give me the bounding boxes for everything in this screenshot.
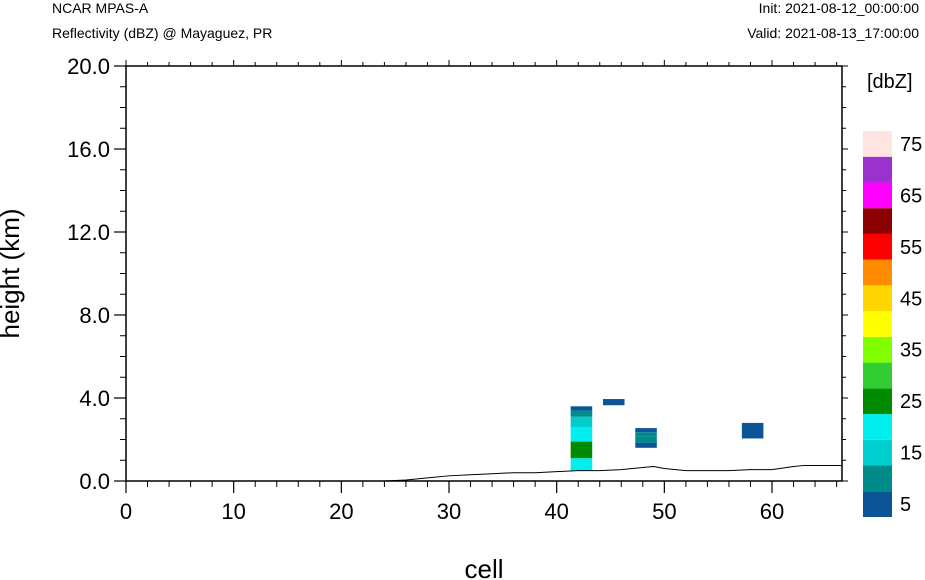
colorbar-swatch (863, 233, 892, 260)
colorbar-label: 75 (900, 134, 922, 156)
reflectivity-cell (570, 441, 593, 459)
reflectivity-cell (570, 458, 593, 471)
field-subtitle: Reflectivity (dBZ) @ Mayaguez, PR (52, 25, 273, 41)
y-tick-label: 0.0 (79, 469, 110, 494)
colorbar-swatch (863, 439, 892, 466)
x-tick-label: 10 (221, 499, 245, 524)
y-axis: 0.0 4.0 8.0 12.0 16.0 20.0 (67, 54, 848, 494)
colorbar-swatch (863, 156, 892, 183)
colorbar-swatch (863, 182, 892, 209)
colorbar-swatch (863, 131, 892, 157)
reflectivity-cells (570, 399, 764, 471)
colorbar-label: 65 (900, 185, 922, 207)
colorbar-swatch (863, 491, 892, 517)
y-tick-label: 4.0 (79, 386, 110, 411)
reflectivity-cell (570, 427, 593, 442)
plot-frame (125, 65, 843, 482)
colorbar-label: 25 (900, 391, 922, 413)
colorbar-label: 15 (900, 443, 922, 465)
colorbar-label: 45 (900, 288, 922, 310)
init-time: Init: 2021-08-12_00:00:00 (758, 0, 919, 16)
y-tick-label: 16.0 (67, 137, 110, 162)
x-tick-label: 50 (652, 499, 676, 524)
colorbar-unit-label: [dbZ] (867, 71, 913, 93)
colorbar-label: 5 (900, 494, 911, 516)
colorbar-swatch (863, 362, 892, 389)
reflectivity-cell (570, 416, 593, 428)
reflectivity-cell (741, 422, 764, 439)
reflectivity-cell (602, 399, 625, 406)
x-axis-label: cell (464, 554, 503, 580)
x-axis: 0 10 20 30 40 50 60 (120, 60, 838, 524)
colorbar-swatch (863, 208, 892, 234)
colorbar: 5 15 25 35 45 55 65 75 (863, 131, 922, 517)
reflectivity-cell (635, 432, 657, 437)
x-tick-label: 40 (544, 499, 568, 524)
y-tick-label: 8.0 (79, 303, 110, 328)
reflectivity-cell (635, 436, 657, 443)
reflectivity-cell (570, 406, 593, 411)
reflectivity-cell (635, 442, 657, 448)
x-tick-label: 30 (437, 499, 461, 524)
colorbar-swatch (863, 285, 892, 312)
colorbar-swatch (863, 259, 892, 286)
reflectivity-cell (570, 410, 593, 417)
colorbar-label: 35 (900, 340, 922, 362)
valid-time: Valid: 2021-08-13_17:00:00 (747, 25, 919, 41)
model-title: NCAR MPAS-A (52, 0, 149, 16)
colorbar-swatch (863, 388, 892, 415)
reflectivity-cell (635, 428, 657, 433)
colorbar-swatch (863, 414, 892, 440)
colorbar-label: 55 (900, 237, 922, 259)
x-tick-label: 60 (760, 499, 784, 524)
colorbar-swatch (863, 336, 892, 363)
colorbar-swatch (863, 311, 892, 337)
y-tick-label: 12.0 (67, 220, 110, 245)
terrain-line (126, 464, 842, 482)
y-axis-label: height (km) (0, 208, 25, 338)
x-tick-label: 0 (120, 499, 132, 524)
colorbar-swatch (863, 465, 892, 492)
x-tick-label: 20 (329, 499, 353, 524)
y-tick-label: 20.0 (67, 54, 110, 79)
